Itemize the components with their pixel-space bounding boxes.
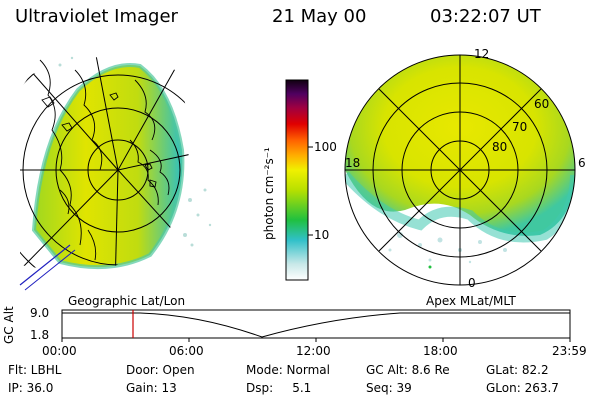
info-seq: Seq: 39 [366,381,412,395]
timeline-tick-2359: 23:59 [552,344,587,358]
colorbar-tick-100: 100 [314,140,337,154]
mlat-label-60: 60 [534,97,550,111]
colorbar-tick-10: 10 [314,228,330,242]
info-mode: Mode: Normal [246,363,330,377]
timeline-y-max: 9.0 [30,306,50,320]
mlt-label-0: 0 [468,276,476,290]
timeline-tick-0000: 00:00 [42,344,77,358]
header-date: 21 May 00 [272,6,367,27]
info-ip: IP: 36.0 [8,381,54,395]
info-gc-alt: GC Alt: 8.6 Re [366,363,450,377]
mlt-label-12: 12 [474,47,490,61]
info-glon: GLon: 263.7 [486,381,559,395]
header-time: 03:22:07 UT [430,6,541,27]
timeline-tick-1800: 18:00 [423,344,458,358]
apex-caption: Apex MLat/MLT [426,294,516,308]
timeline-plot [61,309,571,342]
mlat-label-80: 80 [492,140,508,154]
mlt-label-18: 18 [345,156,361,170]
mlt-label-6: 6 [578,156,586,170]
geographic-caption: Geographic Lat/Lon [68,294,186,308]
app-title: Ultraviolet Imager [15,6,178,27]
timeline-tick-1200: 12:00 [296,344,331,358]
colorbar-unit: photon cm⁻²s⁻¹ [262,147,276,240]
info-dsp: Dsp: 5.1 [246,381,312,395]
info-filter: Flt: LBHL [8,363,62,377]
apex-polar-map [344,54,576,286]
geographic-map [19,56,212,291]
info-glat: GLat: 82.2 [486,363,549,377]
mlat-label-70: 70 [512,120,528,134]
info-door: Door: Open [126,363,195,377]
timeline-tick-0600: 06:00 [169,344,204,358]
info-gain: Gain: 13 [126,381,177,395]
timeline-axis-label: GC Alt [2,306,16,344]
timeline-y-min: 1.8 [30,328,50,342]
colorbar [285,79,313,281]
